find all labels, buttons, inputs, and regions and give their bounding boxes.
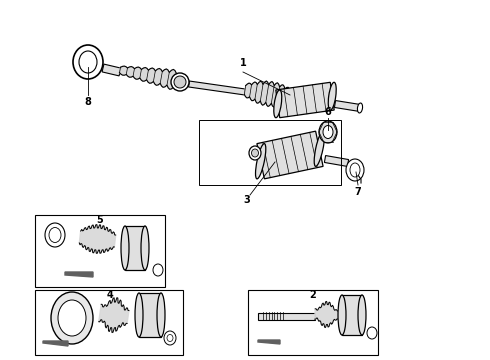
- Polygon shape: [125, 226, 145, 270]
- Polygon shape: [315, 302, 338, 328]
- Ellipse shape: [73, 45, 103, 79]
- Ellipse shape: [249, 146, 261, 160]
- Ellipse shape: [319, 121, 337, 143]
- Polygon shape: [102, 64, 121, 76]
- Polygon shape: [276, 82, 334, 118]
- Ellipse shape: [45, 223, 65, 247]
- Ellipse shape: [358, 295, 366, 335]
- Ellipse shape: [79, 51, 97, 73]
- Ellipse shape: [121, 226, 129, 270]
- Ellipse shape: [167, 334, 173, 342]
- Ellipse shape: [357, 103, 363, 113]
- Polygon shape: [257, 131, 323, 179]
- Bar: [248, 290, 378, 355]
- Ellipse shape: [49, 228, 61, 243]
- Ellipse shape: [153, 264, 163, 276]
- Polygon shape: [99, 298, 129, 332]
- Ellipse shape: [314, 131, 324, 166]
- Bar: [199, 120, 341, 185]
- Ellipse shape: [338, 295, 346, 335]
- Ellipse shape: [157, 293, 165, 337]
- Polygon shape: [324, 156, 348, 166]
- Ellipse shape: [255, 144, 266, 179]
- Ellipse shape: [367, 327, 377, 339]
- Polygon shape: [189, 81, 245, 95]
- Bar: [35, 290, 183, 355]
- Polygon shape: [139, 293, 161, 337]
- Polygon shape: [79, 225, 116, 253]
- Ellipse shape: [164, 331, 176, 345]
- Polygon shape: [120, 66, 176, 89]
- Ellipse shape: [350, 163, 360, 177]
- Text: 2: 2: [310, 290, 317, 300]
- Ellipse shape: [328, 82, 336, 110]
- Polygon shape: [245, 81, 295, 107]
- Polygon shape: [65, 272, 93, 277]
- Ellipse shape: [141, 226, 149, 270]
- Text: 5: 5: [97, 215, 103, 225]
- Text: 1: 1: [240, 58, 246, 68]
- Text: 6: 6: [325, 107, 331, 117]
- Text: 7: 7: [355, 187, 362, 197]
- Ellipse shape: [58, 300, 86, 336]
- Text: 8: 8: [85, 97, 92, 107]
- Polygon shape: [342, 295, 362, 335]
- Text: 4: 4: [107, 290, 113, 300]
- Text: 3: 3: [244, 195, 250, 205]
- Bar: [35, 215, 165, 287]
- Polygon shape: [258, 340, 280, 344]
- Polygon shape: [335, 100, 361, 112]
- Ellipse shape: [323, 126, 333, 139]
- Circle shape: [171, 73, 189, 91]
- Circle shape: [174, 76, 186, 88]
- Ellipse shape: [51, 292, 93, 344]
- Polygon shape: [258, 312, 315, 320]
- Ellipse shape: [135, 293, 143, 337]
- Polygon shape: [43, 341, 68, 346]
- Ellipse shape: [251, 149, 259, 157]
- Ellipse shape: [346, 159, 364, 181]
- Ellipse shape: [274, 90, 282, 118]
